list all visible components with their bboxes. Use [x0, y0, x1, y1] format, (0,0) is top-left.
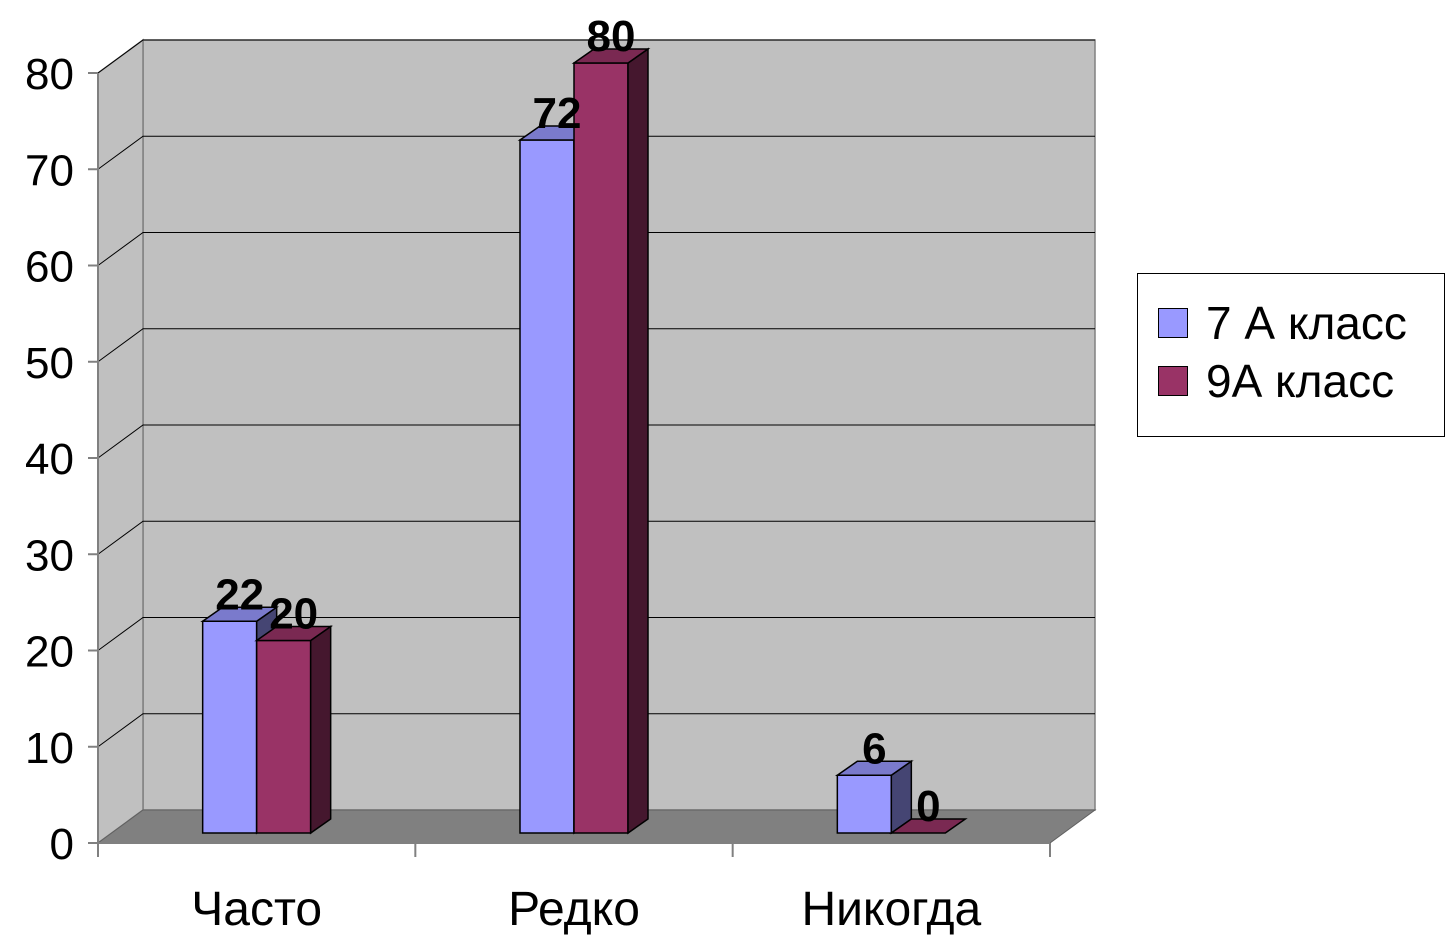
chart-bars: [200, 47, 968, 835]
y-axis-ticks: 0 10 20 30 40 50 60 70 80: [25, 50, 98, 869]
gridline: [97, 135, 1095, 170]
bar-front: [836, 774, 893, 834]
bar-front: [573, 62, 629, 834]
gridline: [97, 713, 1095, 748]
gridline: [97, 520, 1095, 555]
legend-label-series-1: 7 А класс: [1206, 297, 1407, 349]
y-tick-label: 10: [25, 724, 74, 773]
bar: [834, 759, 914, 835]
y-tick-label: 30: [25, 531, 74, 580]
bar-top: [254, 625, 334, 642]
y-tick-label: 50: [25, 339, 74, 388]
bar-top: [834, 760, 914, 776]
legend-swatch-series-2: [1158, 366, 1188, 396]
legend-label-series-2: 9А класс: [1206, 355, 1395, 407]
y-tick-label: 60: [25, 243, 74, 292]
gridline: [97, 424, 1095, 459]
y-tick-label: 0: [50, 820, 74, 869]
y-tick-label: 20: [25, 628, 74, 677]
x-category-label: Часто: [191, 883, 322, 936]
data-label: 72: [533, 89, 582, 138]
legend-swatch-series-1: [1158, 308, 1188, 338]
gridline: [97, 39, 1095, 74]
bar: [571, 47, 651, 835]
data-label: 22: [215, 570, 264, 619]
bar-front: [201, 620, 258, 834]
bar-top: [888, 818, 968, 834]
x-axis-categories: Часто Редко Никогда: [97, 843, 1051, 936]
legend-item-series-1: 7 А класс: [1158, 297, 1407, 349]
y-tick-label: 80: [25, 50, 74, 99]
data-label: 6: [862, 724, 886, 773]
bar-top: [200, 606, 280, 622]
gridline: [97, 328, 1095, 363]
bar-front: [519, 139, 575, 834]
bar-top: [571, 48, 651, 64]
legend: 7 А класс 9А класс: [1137, 273, 1445, 437]
bar-side: [627, 47, 649, 835]
y-tick-label: 40: [25, 435, 74, 484]
bar: [254, 625, 334, 835]
bar: [888, 818, 968, 834]
chart-gridlines: [97, 39, 1095, 748]
data-label: 80: [587, 12, 636, 61]
gridline: [97, 617, 1095, 651]
bar-side: [309, 625, 332, 835]
bar-front: [255, 639, 312, 834]
legend-item-series-2: 9А класс: [1158, 355, 1395, 407]
data-label: 20: [269, 590, 318, 639]
data-label: 0: [916, 782, 940, 831]
gridline: [97, 232, 1095, 266]
x-category-label: Никогда: [801, 883, 981, 936]
y-tick-label: 70: [25, 146, 74, 195]
x-category-label: Редко: [508, 883, 640, 936]
